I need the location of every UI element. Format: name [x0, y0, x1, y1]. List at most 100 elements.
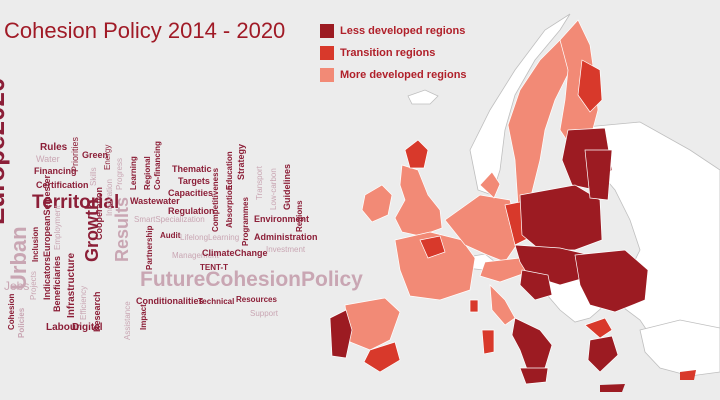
iceland: [407, 89, 439, 105]
legend-swatch-less-developed: [320, 24, 334, 38]
legend-item-more-developed: More developed regions: [320, 64, 467, 86]
cloud-word: IndicatorsEuropeanSemester: [42, 174, 52, 300]
cloud-word: Partnership: [145, 225, 154, 270]
region-denmark: [479, 171, 501, 199]
cloud-word: Audit: [160, 231, 181, 240]
cloud-word: Growth: [82, 199, 102, 262]
cloud-word: Low-carbon: [269, 168, 278, 210]
region-spain-south: [363, 341, 401, 373]
cloud-word: Education: [225, 151, 234, 190]
region-portugal: [329, 309, 353, 359]
cloud-word: Absorption: [225, 185, 234, 228]
cloud-word: Technical: [198, 297, 234, 306]
legend-label-less-developed: Less developed regions: [340, 25, 466, 37]
region-east-poland: [584, 149, 613, 201]
region-sicily: [519, 367, 549, 385]
cloud-word: Innovation: [105, 179, 114, 216]
cloud-word: Competitiveness: [211, 167, 220, 232]
more-developed-regions: [344, 19, 599, 351]
cloud-word: Assistance: [123, 301, 132, 340]
cloud-word: Capacities: [168, 188, 213, 198]
cloud-word: Priorities: [70, 136, 80, 172]
cloud-word: Impact: [139, 304, 148, 330]
cloud-word: Urban: [6, 226, 31, 290]
region-greece-north: [584, 317, 613, 339]
cloud-word: TENT-T: [200, 263, 228, 272]
cyprus: [680, 370, 696, 380]
cloud-word: Administration: [254, 232, 318, 242]
cloud-word: Infrastructure: [66, 253, 77, 318]
cloud-word: Employment: [53, 205, 62, 250]
region-spain: [344, 297, 401, 351]
cloud-word: Strategy: [236, 144, 246, 180]
region-south-italy: [511, 317, 553, 373]
region-greece-south: [587, 335, 619, 373]
cloud-word: Skills: [89, 167, 98, 186]
cloud-word: Energy: [103, 145, 112, 170]
cloud-word: Targets: [178, 176, 210, 186]
region-east-finland: [577, 59, 603, 113]
cloud-word: Support: [250, 309, 279, 318]
region-austria-north-italy: [479, 257, 529, 283]
cloud-word: ClimateChange: [202, 248, 268, 258]
cloud-word: Inclusion: [31, 227, 40, 262]
legend-item-transition: Transition regions: [320, 42, 467, 64]
norway: [469, 13, 571, 196]
region-italy-centre: [489, 284, 516, 326]
cloud-word: Territorial: [32, 192, 119, 213]
region-croatia-slovenia: [519, 269, 553, 301]
region-romania-bulgaria: [574, 249, 649, 313]
legend-swatch-more-developed: [320, 68, 334, 82]
cloud-word: Beneficiaries: [52, 256, 62, 312]
cloud-word: Jobs: [4, 279, 29, 293]
cloud-word: Regions: [295, 200, 304, 232]
cloud-word: Financing: [34, 166, 77, 176]
region-sweden: [507, 39, 571, 206]
region-benelux-germany: [444, 194, 521, 263]
cloud-word: Management: [172, 251, 219, 260]
cloud-word: Conditionalities: [136, 296, 204, 306]
legend-label-more-developed: More developed regions: [340, 69, 467, 81]
cloud-word: Green: [82, 150, 108, 160]
cloud-word: Learning: [129, 156, 138, 190]
cloud-word: Co-financing: [153, 141, 162, 190]
region-sardinia: [481, 329, 495, 355]
cloud-word: Guidelines: [282, 164, 292, 210]
cloud-word: Water: [36, 154, 60, 164]
cloud-word: Projects: [29, 271, 38, 300]
legend-swatch-transition: [320, 46, 334, 60]
region-france: [394, 231, 476, 301]
cloud-word: Thematic: [172, 164, 212, 174]
legend-label-transition: Transition regions: [340, 47, 436, 59]
turkey-landmass: [639, 319, 720, 377]
crete: [600, 384, 625, 392]
cloud-word: Resources: [236, 295, 277, 304]
cloud-word: Regulation: [168, 206, 215, 216]
cloud-word: LifelongLearning: [180, 233, 239, 242]
cloud-word: Regional: [143, 156, 152, 190]
cloud-word: Certification: [36, 180, 89, 190]
cloud-word: Programmes: [241, 197, 250, 246]
cloud-word: Efficiency: [79, 286, 88, 320]
cloud-word: Cohesion: [7, 293, 16, 330]
region-poland: [519, 184, 603, 251]
cloud-word: Progress: [115, 158, 124, 190]
less-developed-regions: [329, 127, 649, 385]
region-england: [394, 164, 443, 237]
cloud-word: Environment: [254, 214, 309, 224]
cloud-word: Digital: [72, 322, 103, 333]
cloud-word: Policies: [17, 307, 26, 338]
cloud-word: FutureCohesionPolicy: [140, 268, 363, 291]
cloud-word: Transport: [255, 165, 264, 200]
cloud-word: Research: [92, 291, 102, 332]
cloud-word: Labour: [46, 322, 80, 333]
cloud-word: Results: [112, 197, 132, 262]
legend: Less developed regions Transition region…: [320, 20, 467, 86]
cloud-word: Europe2020: [0, 78, 10, 225]
cloud-word: Rules: [40, 142, 68, 153]
cloud-word: Investment: [266, 245, 306, 254]
legend-item-less-developed: Less developed regions: [320, 20, 467, 42]
page-title: Cohesion Policy 2014 - 2020: [4, 18, 286, 43]
